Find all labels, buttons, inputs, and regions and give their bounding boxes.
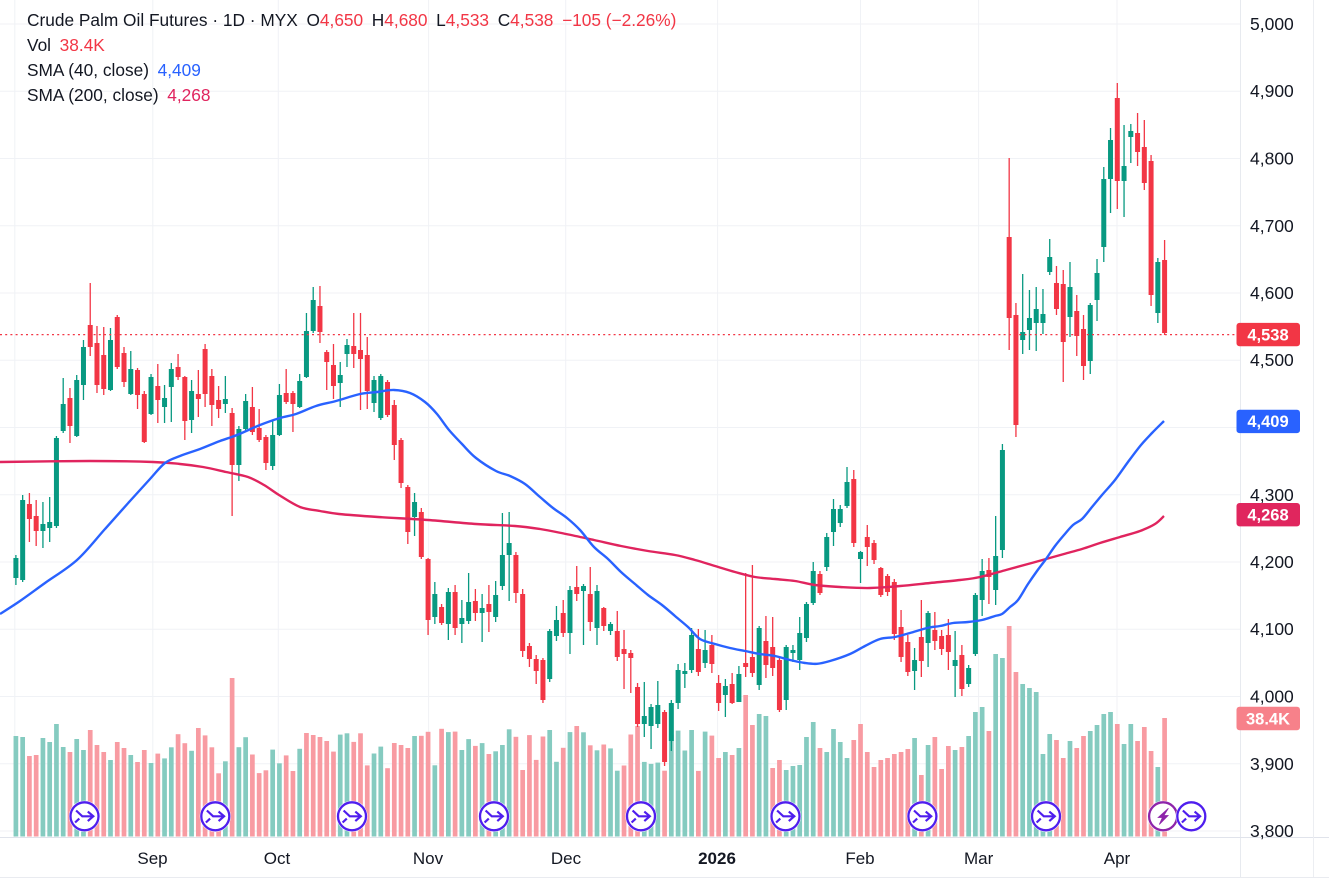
svg-text:4,100: 4,100: [1250, 619, 1294, 639]
svg-text:Mar: Mar: [964, 849, 994, 868]
svg-text:4,200: 4,200: [1250, 552, 1294, 572]
svg-text:3,800: 3,800: [1250, 821, 1294, 841]
svg-text:Vol 38.4K: Vol 38.4K: [27, 35, 105, 55]
svg-text:4,300: 4,300: [1250, 485, 1294, 505]
svg-text:4,000: 4,000: [1250, 687, 1294, 707]
svg-text:3,900: 3,900: [1250, 754, 1294, 774]
svg-text:4,500: 4,500: [1250, 350, 1294, 370]
svg-text:4,538: 4,538: [1247, 326, 1288, 344]
svg-text:4,700: 4,700: [1250, 216, 1294, 236]
svg-text:SMA (40, close) 4,409: SMA (40, close) 4,409: [27, 60, 201, 80]
svg-text:SMA (200, close) 4,268: SMA (200, close) 4,268: [27, 85, 210, 105]
svg-text:2026: 2026: [698, 849, 736, 868]
svg-text:4,800: 4,800: [1250, 149, 1294, 169]
svg-text:4,600: 4,600: [1250, 283, 1294, 303]
svg-text:5,000: 5,000: [1250, 14, 1294, 34]
svg-text:Apr: Apr: [1104, 849, 1131, 868]
svg-text:Feb: Feb: [845, 849, 874, 868]
svg-text:Oct: Oct: [264, 849, 291, 868]
svg-text:4,268: 4,268: [1247, 507, 1288, 525]
svg-text:Nov: Nov: [413, 849, 444, 868]
svg-text:Dec: Dec: [551, 849, 582, 868]
svg-text:38.4K: 38.4K: [1246, 710, 1290, 728]
svg-text:4,409: 4,409: [1247, 413, 1288, 431]
svg-text:Sep: Sep: [137, 849, 167, 868]
svg-text:Crude Palm Oil Futures · 1D ·: Crude Palm Oil Futures · 1D · MYX O4,650…: [27, 10, 676, 30]
svg-text:4,900: 4,900: [1250, 81, 1294, 101]
